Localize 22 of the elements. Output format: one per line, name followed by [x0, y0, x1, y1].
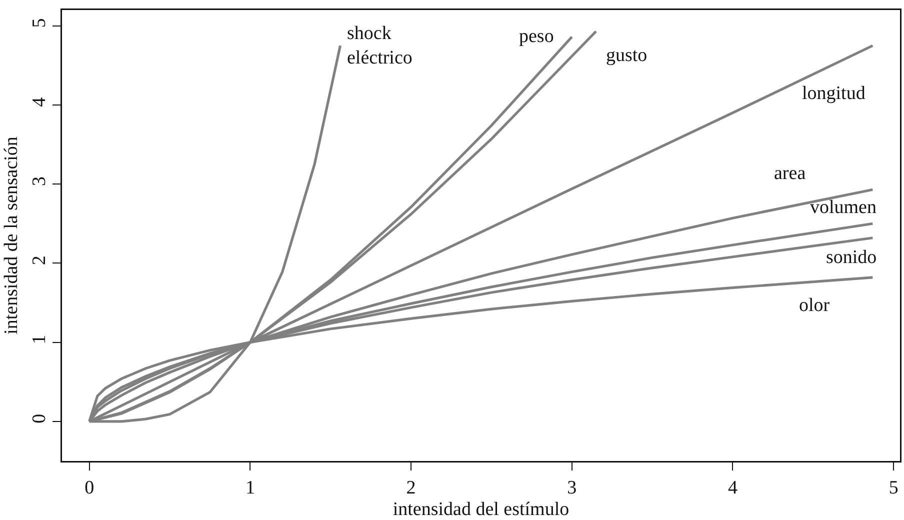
series-label: gusto	[606, 45, 648, 66]
series-label: area	[774, 163, 806, 184]
series-label: volumen	[810, 197, 877, 218]
series-label: shock eléctrico	[347, 23, 412, 69]
y-tick-label: 2	[28, 256, 50, 266]
series-label: sonido	[826, 247, 877, 268]
y-axis-title: intensidad de la sensación	[1, 136, 22, 334]
x-axis-title: intensidad del estímulo	[392, 498, 570, 520]
y-tick-label: 4	[28, 96, 50, 107]
series-label: longitud	[802, 83, 866, 104]
y-tick-label: 3	[28, 176, 50, 186]
x-tick-label: 3	[567, 477, 577, 498]
series-label: olor	[799, 295, 830, 316]
x-tick-label: 1	[245, 477, 255, 498]
series-label: peso	[519, 26, 554, 47]
x-tick-label: 2	[406, 477, 416, 498]
x-tick-label: 5	[888, 477, 898, 498]
x-tick-label: 0	[84, 477, 94, 498]
x-tick-label: 4	[728, 477, 738, 498]
y-tick-label: 0	[28, 414, 50, 424]
y-tick-label: 5	[28, 18, 50, 28]
y-tick-label: 1	[28, 334, 50, 344]
